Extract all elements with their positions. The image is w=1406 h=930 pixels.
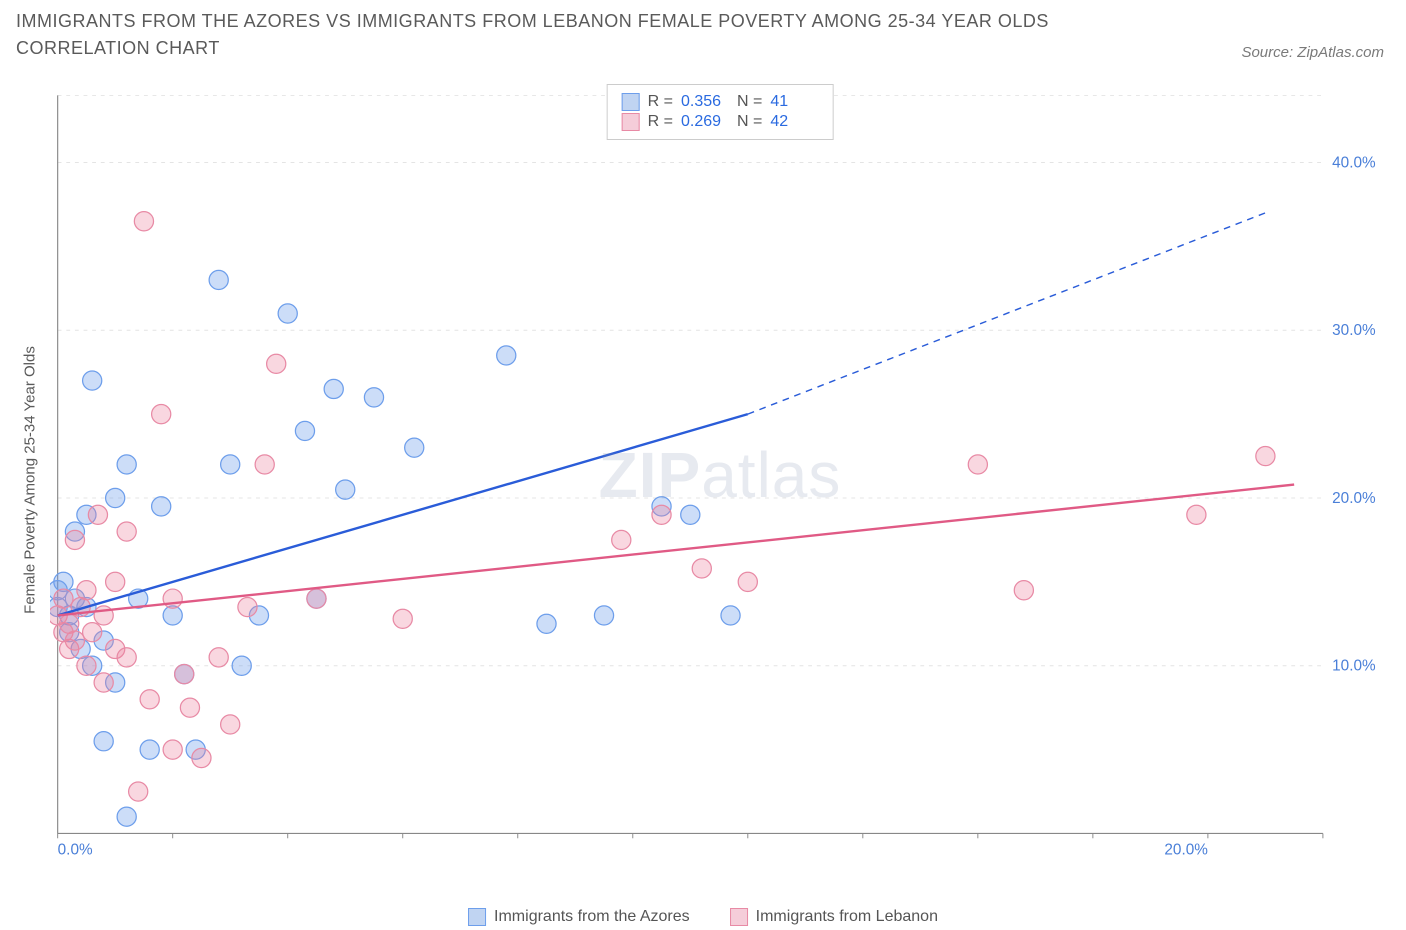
swatch-lebanon: [622, 113, 640, 131]
svg-text:40.0%: 40.0%: [1332, 154, 1376, 171]
swatch-lebanon-icon: [730, 908, 748, 926]
legend-label-azores: Immigrants from the Azores: [494, 908, 690, 926]
scatter-plot: 10.0% 20.0% 30.0% 40.0% 0.0% 20.0%: [50, 80, 1390, 870]
n-value-lebanon: 42: [770, 113, 818, 131]
swatch-azores: [622, 93, 640, 111]
r-label: R =: [648, 113, 673, 131]
svg-text:20.0%: 20.0%: [1164, 842, 1208, 859]
svg-text:30.0%: 30.0%: [1332, 322, 1376, 339]
r-value-azores: 0.356: [681, 93, 729, 111]
n-label: N =: [737, 93, 762, 111]
svg-text:10.0%: 10.0%: [1332, 658, 1376, 675]
y-axis-label: Female Poverty Among 25-34 Year Olds: [22, 346, 39, 614]
legend-item-lebanon: Immigrants from Lebanon: [730, 908, 938, 926]
swatch-azores-icon: [468, 908, 486, 926]
r-label: R =: [648, 93, 673, 111]
n-value-azores: 41: [770, 93, 818, 111]
chart-area: Female Poverty Among 25-34 Year Olds 10.…: [50, 80, 1390, 870]
legend-row-azores: R = 0.356 N = 41: [622, 93, 819, 111]
n-label: N =: [737, 113, 762, 131]
source-label: Source: ZipAtlas.com: [1241, 44, 1384, 61]
legend-row-lebanon: R = 0.269 N = 42: [622, 113, 819, 131]
svg-text:0.0%: 0.0%: [58, 842, 93, 859]
legend-stats-box: R = 0.356 N = 41 R = 0.269 N = 42: [607, 84, 834, 140]
svg-text:20.0%: 20.0%: [1332, 490, 1376, 507]
legend-item-azores: Immigrants from the Azores: [468, 908, 690, 926]
chart-title: IMMIGRANTS FROM THE AZORES VS IMMIGRANTS…: [16, 8, 1136, 62]
legend-label-lebanon: Immigrants from Lebanon: [756, 908, 938, 926]
r-value-lebanon: 0.269: [681, 113, 729, 131]
bottom-legend: Immigrants from the Azores Immigrants fr…: [468, 908, 938, 926]
